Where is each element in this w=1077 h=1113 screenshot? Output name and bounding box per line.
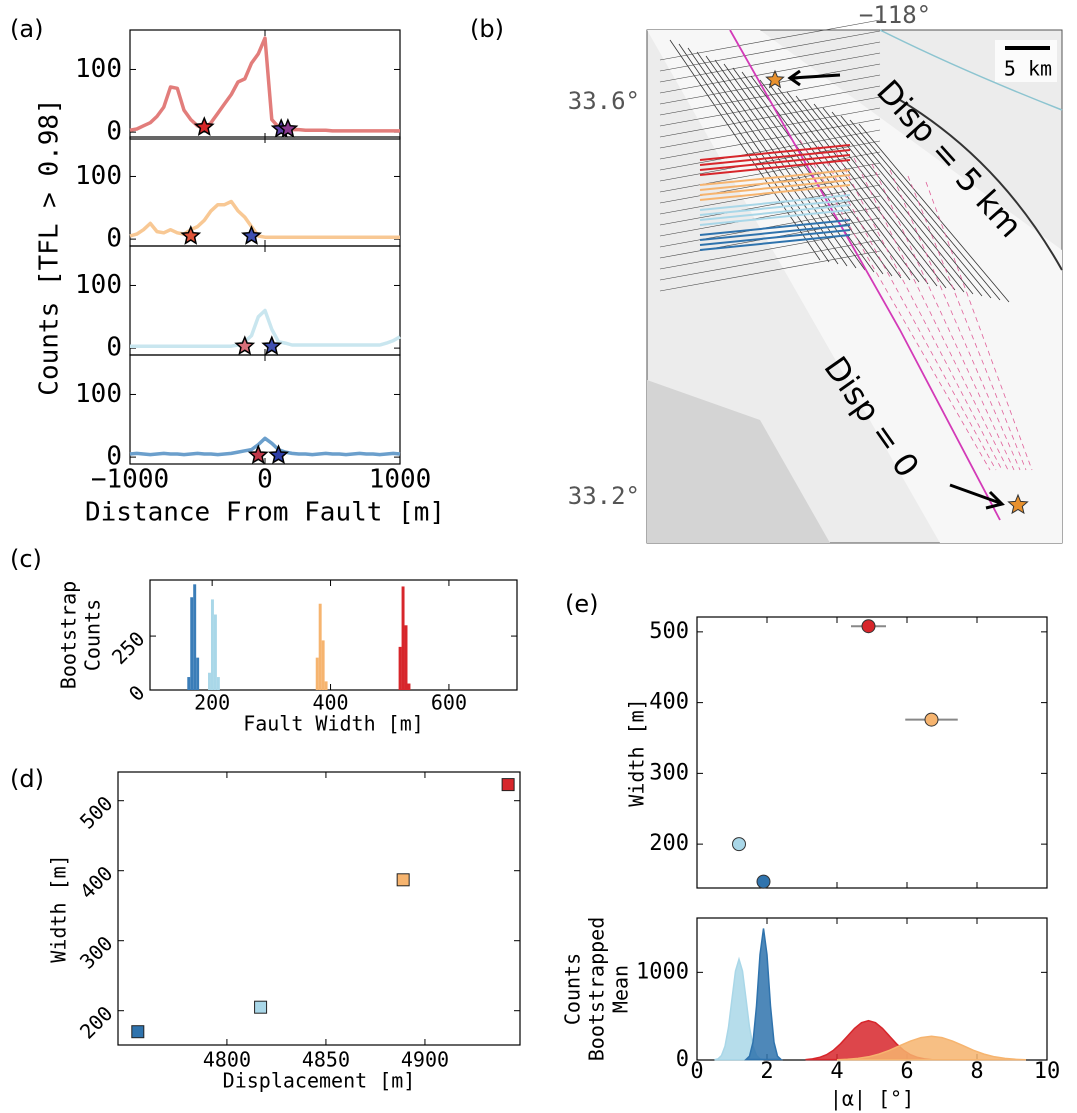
histogram-bar — [190, 597, 193, 690]
x-axis-label: Fault Width [m] — [243, 712, 424, 736]
y-axis-label: Bootstrap — [57, 581, 81, 689]
y-axis-label: Width [m] — [625, 698, 649, 806]
y-tick-label: 0 — [106, 442, 122, 472]
scatter-point — [733, 838, 746, 851]
x-tick-label: 10 — [1034, 1059, 1061, 1084]
y-tick-label: 0 — [106, 117, 122, 147]
y-tick-label: 0 — [676, 1047, 689, 1072]
y-tick-label: 1000 — [636, 959, 689, 984]
y-tick-label: 100 — [75, 54, 122, 84]
scatter-point — [397, 874, 409, 886]
x-tick-label: 2 — [760, 1059, 773, 1084]
x-tick-label: −1000 — [91, 465, 169, 495]
x-axis-label: Distance From Fault [m] — [85, 498, 445, 528]
x-tick-label: 0 — [257, 465, 273, 495]
histogram-bar — [196, 658, 199, 690]
histogram-bar — [407, 684, 410, 690]
y-axis-label: Mean — [609, 965, 633, 1013]
histogram-bar — [322, 640, 325, 690]
histogram-bar — [325, 681, 328, 690]
longitude-label: −118° — [859, 1, 931, 29]
y-tick-label: 100 — [75, 270, 122, 300]
y-axis-label: Bootstrapped — [585, 917, 609, 1062]
x-tick-label: 200 — [194, 691, 230, 715]
map — [647, 20, 1062, 543]
x-tick-label: 0 — [690, 1059, 703, 1084]
panel-label: (a) — [10, 15, 43, 43]
figure: (a)010001000100−1000010000100Distance Fr… — [0, 0, 1077, 1113]
y-axis-label: Counts [TFL > 0.98] — [35, 98, 65, 395]
histogram-bar — [399, 647, 402, 690]
histogram-bar — [316, 658, 319, 690]
y-axis-label: Width [m] — [47, 854, 71, 962]
x-tick-label: 8 — [970, 1059, 983, 1084]
scatter-point — [132, 1026, 144, 1038]
y-tick-label: 400 — [649, 690, 689, 715]
panel-label: (b) — [470, 15, 504, 43]
x-tick-label: 600 — [431, 691, 467, 715]
scatter-point — [255, 1001, 267, 1013]
panel-label: (c) — [10, 545, 42, 573]
scale-label: 5 km — [1004, 57, 1052, 81]
x-tick-label: 1000 — [369, 465, 432, 495]
histogram-bar — [405, 625, 408, 690]
histogram-bar — [319, 604, 322, 690]
y-axis-label: Counts — [81, 599, 105, 671]
histogram-bar — [208, 673, 211, 690]
y-tick-label: 0 — [106, 224, 122, 254]
histogram-bar — [211, 599, 214, 690]
panel-label: (d) — [10, 765, 44, 793]
x-tick-label: 4 — [830, 1059, 843, 1084]
histogram-bar — [217, 677, 220, 690]
histogram-bar — [193, 584, 196, 690]
y-tick-label: 100 — [75, 161, 122, 191]
y-tick-label: 200 — [649, 831, 689, 856]
x-tick-label: 6 — [900, 1059, 913, 1084]
y-tick-label: 100 — [75, 379, 122, 409]
panel-label: (e) — [565, 590, 599, 618]
y-tick-label: 500 — [649, 619, 689, 644]
histogram-bar — [402, 586, 405, 690]
scatter-point — [757, 875, 770, 888]
x-axis-label: |α| [°] — [830, 1087, 914, 1111]
x-axis-label: Displacement [m] — [223, 1069, 416, 1093]
histogram-bar — [214, 615, 217, 690]
y-tick-label: 300 — [649, 760, 689, 785]
latitude-label: 33.2° — [568, 482, 640, 510]
latitude-label: 33.6° — [568, 87, 640, 115]
scatter-point — [502, 779, 514, 791]
histogram-bar — [187, 677, 190, 690]
y-tick-label: 0 — [106, 333, 122, 363]
y-axis-label: Counts — [561, 953, 585, 1025]
scatter-point — [862, 620, 875, 633]
scatter-point — [925, 713, 938, 726]
